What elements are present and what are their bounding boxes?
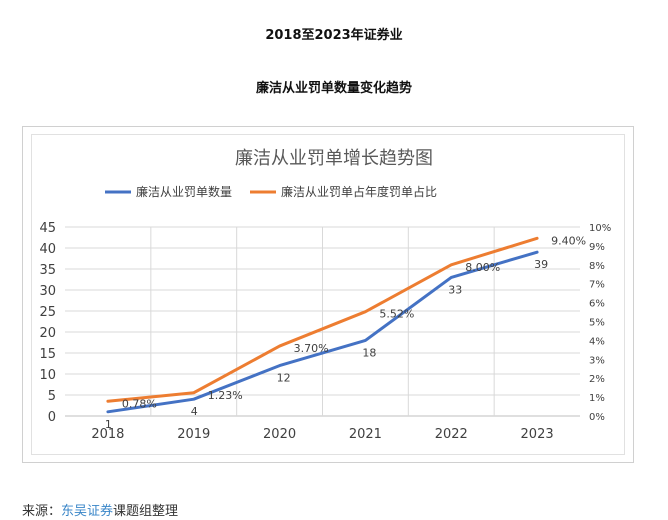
y-right-tick-label: 1% [589, 393, 605, 404]
page-heading-line1: 2018至2023年证券业 [265, 28, 403, 43]
data-label-series1: 4 [191, 405, 198, 418]
y-right-tick-label: 3% [589, 355, 605, 366]
x-tick-label: 2018 [91, 427, 124, 442]
x-tick-label: 2021 [349, 427, 382, 442]
y-right-tick-label: 0% [589, 412, 605, 423]
data-label-series2: 8.00% [465, 261, 500, 274]
data-label-series1: 33 [448, 283, 462, 296]
y-right-tick-label: 2% [589, 374, 605, 385]
data-label-series2: 1.23% [208, 389, 243, 402]
y-left-tick-label: 45 [39, 221, 56, 236]
y-left-tick-label: 20 [39, 326, 56, 341]
x-tick-label: 2019 [177, 427, 210, 442]
chart-title: 廉洁从业罚单增长趋势图 [235, 148, 433, 169]
source-highlight: 东吴证券 [61, 504, 114, 519]
y-left-tick-label: 40 [39, 242, 56, 257]
y-right-tick-label: 4% [589, 336, 605, 347]
legend-label-1: 廉洁从业罚单数量 [136, 184, 232, 199]
series-line-1 [106, 250, 539, 414]
y-right-tick-label: 10% [589, 223, 611, 234]
y-left-tick-label: 30 [39, 284, 56, 299]
page-heading-line2: 廉洁从业罚单数量变化趋势 [255, 81, 412, 96]
data-label-series1: 12 [277, 372, 291, 385]
chart-area [31, 134, 625, 455]
data-label-series1: 18 [362, 346, 376, 359]
y-left-tick-label: 0 [48, 410, 56, 425]
y-right-tick-label: 7% [589, 280, 605, 291]
y-right-tick-label: 9% [589, 242, 605, 253]
legend-label-2: 廉洁从业罚单占年度罚单占比 [281, 184, 437, 199]
x-tick-label: 2022 [435, 427, 468, 442]
source-prefix: 来源： [22, 504, 62, 519]
y-left-tick-label: 35 [39, 263, 56, 278]
data-label-series2: 5.52% [379, 308, 414, 321]
data-label-series2: 3.70% [294, 342, 329, 355]
y-left-tick-label: 5 [48, 389, 56, 404]
x-tick-label: 2020 [263, 427, 296, 442]
y-left-tick-label: 15 [39, 347, 56, 362]
source-note: 来源：东吴证券课题组整理 [22, 500, 178, 519]
data-label-series2: 9.40% [551, 234, 586, 247]
y-left-tick-label: 10 [39, 368, 56, 383]
y-right-tick-label: 8% [589, 261, 605, 272]
y-right-tick-label: 6% [589, 299, 605, 310]
data-label-series2: 0.78% [122, 397, 157, 410]
x-tick-label: 2023 [521, 427, 554, 442]
chart-frame [22, 126, 634, 463]
data-label-series1: 1 [105, 418, 112, 431]
data-label-series1: 39 [534, 258, 548, 271]
y-right-tick-label: 5% [589, 318, 605, 329]
series-line-2 [106, 236, 539, 403]
source-suffix: 课题组整理 [113, 504, 179, 519]
y-left-tick-label: 25 [39, 305, 56, 320]
